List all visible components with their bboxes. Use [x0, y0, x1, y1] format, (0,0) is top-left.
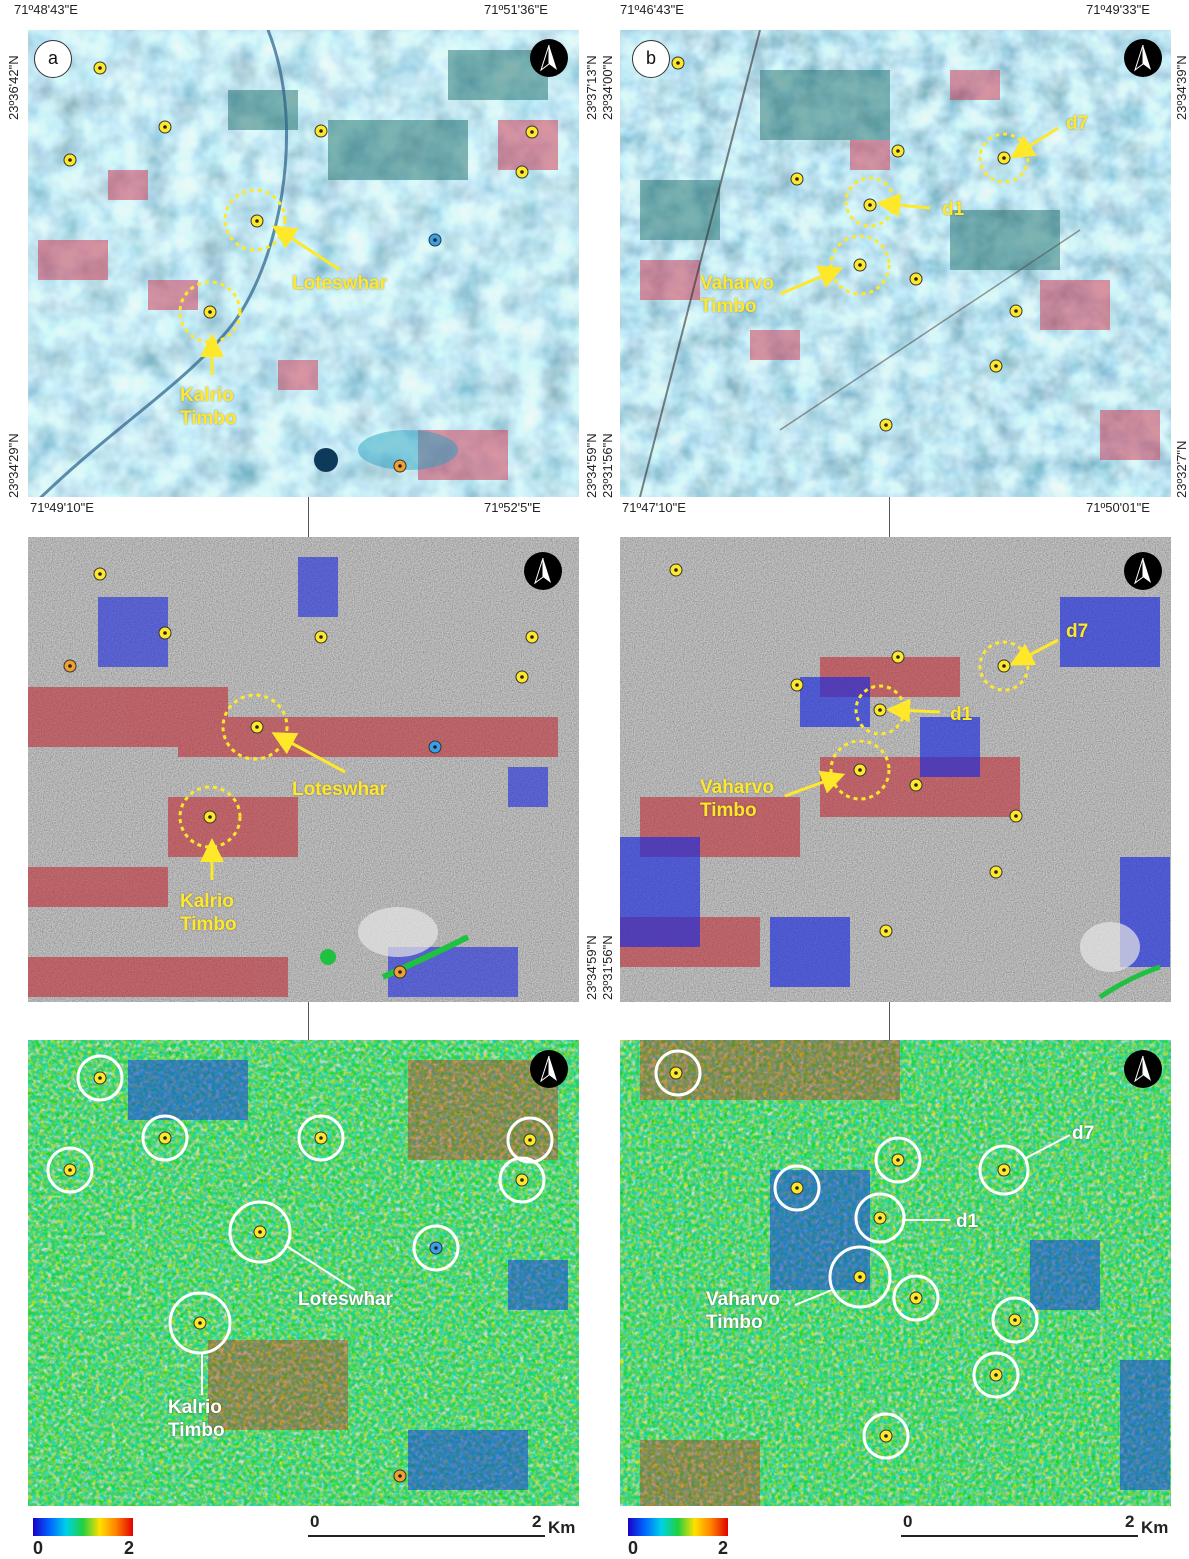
connector-b-1 — [889, 497, 890, 537]
a-right-top-lat: 23º37'13"N — [584, 55, 599, 120]
scale-bar-b — [901, 1535, 1138, 1537]
b-right-bottom-lat: 23º32'7"N — [1174, 440, 1189, 498]
scale-bar-a — [308, 1535, 545, 1537]
scale-b-unit: Km — [1141, 1518, 1169, 1537]
a-bottom-left-lon: 71º49'10"E — [30, 500, 94, 515]
panel-b-label: b — [632, 40, 670, 78]
panel-b-coherence — [620, 1040, 1171, 1506]
a-coherence-site-kalrio: Kalrio Timbo — [168, 1397, 225, 1441]
b-left-bottom-lat-mid: 23º31'56"N — [600, 935, 615, 1000]
north-arrow-icon — [530, 1050, 568, 1088]
a-bottom-left-lat: 23º34'29"N — [6, 433, 21, 498]
scale-b-end: 2 — [1125, 1512, 1135, 1531]
colorbar-b-max: 2 — [718, 1538, 729, 1558]
north-arrow-icon — [1124, 39, 1162, 77]
a-optical-site-kalrio: Kalrio Timbo — [180, 385, 237, 429]
scale-a-unit: Km — [548, 1518, 576, 1537]
colorbar-a-min: 0 — [33, 1538, 44, 1558]
a-sar-site-kalrio: Kalrio Timbo — [180, 891, 237, 935]
panel-b-optical: b — [620, 30, 1171, 497]
b-bottom-left-lon: 71º47'10"E — [622, 500, 686, 515]
b-coherence-site-d7: d7 — [1072, 1123, 1095, 1144]
scale-b-start: 0 — [903, 1512, 913, 1531]
connector-a-2 — [308, 1002, 309, 1040]
north-arrow-icon — [1124, 552, 1162, 590]
b-optical-site-d1: d1 — [942, 199, 965, 220]
colorbar-a-max: 2 — [124, 1538, 135, 1558]
b-optical-site-d7: d7 — [1066, 113, 1089, 134]
connector-a-1 — [308, 497, 309, 537]
b-coherence-site-d1: d1 — [956, 1211, 979, 1232]
b-sar-site-d1: d1 — [950, 704, 973, 725]
panel-a-coherence — [28, 1040, 579, 1506]
colorbar-b-min: 0 — [628, 1538, 639, 1558]
b-sar-site-vaharvo: Vaharvo Timbo — [700, 777, 774, 821]
north-arrow-icon — [1124, 1050, 1162, 1088]
b-top-right-lon: 71º49'33"E — [1086, 2, 1150, 17]
panel-a-sar — [28, 537, 579, 1002]
north-arrow-icon — [524, 552, 562, 590]
a-sar-site-loteswhar: Loteswhar — [292, 779, 388, 800]
colorbar-b — [628, 1518, 728, 1536]
a-coherence-site-loteswhar: Loteswhar — [298, 1289, 394, 1310]
b-coherence-site-vaharvo: Vaharvo Timbo — [706, 1289, 780, 1333]
scale-a-start: 0 — [310, 1512, 320, 1531]
a-top-left-lat: 23º36'42"N — [6, 55, 21, 120]
a-optical-site-loteswhar: Loteswhar — [292, 273, 388, 294]
north-arrow-icon — [530, 39, 568, 77]
b-left-top-lat: 23º34'00"N — [600, 55, 615, 120]
panel-a-label: a — [34, 40, 72, 78]
b-right-top-lat: 23º34'39"N — [1174, 55, 1189, 120]
scale-a-end: 2 — [532, 1512, 542, 1531]
b-left-bottom-lat: 23º31'56"N — [600, 433, 615, 498]
b-bottom-right-lon: 71º50'01"E — [1086, 500, 1150, 515]
b-top-left-lon: 71º46'43"E — [620, 2, 684, 17]
panel-b-sar — [620, 537, 1171, 1002]
panel-a-optical: a — [28, 30, 579, 497]
a-right-bottom-lat-mid: 23º34'59"N — [584, 935, 599, 1000]
a-right-bottom-lat: 23º34'59"N — [584, 433, 599, 498]
a-top-left-lon: 71º48'43"E — [14, 2, 78, 17]
b-sar-site-d7: d7 — [1066, 621, 1089, 642]
b-optical-site-vaharvo: Vaharvo Timbo — [700, 273, 774, 317]
colorbar-a — [33, 1518, 133, 1536]
a-top-right-lon: 71º51'36"E — [484, 2, 548, 17]
connector-b-2 — [889, 1002, 890, 1040]
a-bottom-right-lon: 71º52'5"E — [484, 500, 541, 515]
